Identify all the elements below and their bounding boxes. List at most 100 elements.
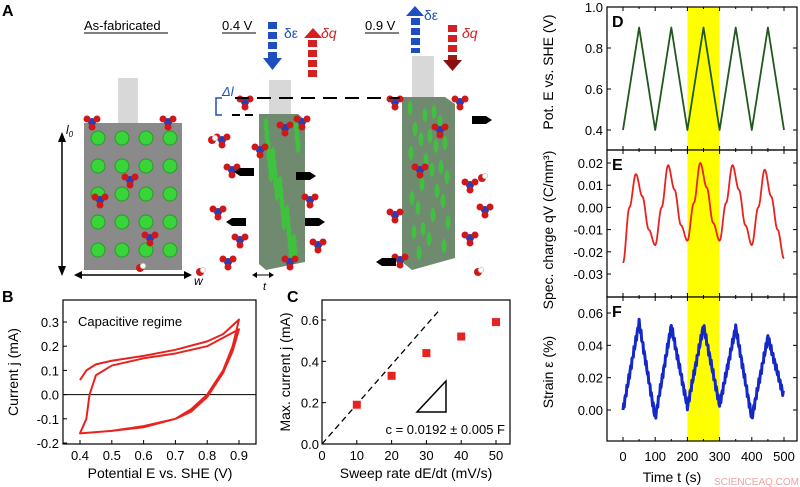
pore-streak <box>419 177 425 191</box>
pore-circle <box>138 214 154 230</box>
x-tick-label: 300 <box>709 449 731 464</box>
oxygen-atom <box>218 141 226 149</box>
nitrate-ion-molecule <box>451 95 469 111</box>
y-tick-label: -0.1 <box>37 412 59 427</box>
x-tick-label: 20 <box>384 448 398 463</box>
oxygen-atom <box>169 115 177 123</box>
oxygen-atom <box>486 203 494 211</box>
oxygen-atom <box>251 143 259 151</box>
oxygen-atom <box>96 201 104 209</box>
pore-circle <box>90 242 106 258</box>
oxygen-atom <box>311 193 319 201</box>
oxygen-atom <box>436 131 444 139</box>
pore-circle <box>114 158 130 174</box>
pore-streak <box>292 244 298 258</box>
oxygen-atom <box>391 216 399 224</box>
pore-circle <box>162 158 178 174</box>
ion-flux-arrow-icon <box>234 168 254 176</box>
panel-c-max-current-chart: C 0 10 20 30 40 50 0.0 0.2 0.4 0.6 c = 0.0192 ± 0.0… <box>277 289 511 481</box>
oxygen-atom <box>233 163 241 171</box>
oxygen-atom <box>214 213 222 221</box>
oxygen-atom <box>88 123 96 131</box>
y-tick-label: 0.0 <box>301 437 319 452</box>
nitrate-ion-molecule <box>209 205 227 221</box>
y-tick-label: 0.4 <box>301 354 319 369</box>
pore-streak <box>426 232 432 246</box>
oxygen-atom <box>291 255 299 263</box>
pore-streak <box>434 184 440 198</box>
hydrogen-atom <box>478 267 484 273</box>
delta-charge-label: δq <box>321 25 337 41</box>
oxygen-atom <box>386 208 394 216</box>
annotation-capacitive-regime: Capacitive regime <box>78 314 182 329</box>
x-tick-label: 400 <box>741 449 763 464</box>
hydrogen-atom <box>482 173 488 179</box>
oxygen-atom <box>481 211 489 219</box>
oxygen-atom <box>93 115 101 123</box>
state-label-0-9v: 0.9 V <box>365 18 396 33</box>
x-tick-label: 10 <box>350 448 364 463</box>
oxygen-atom <box>466 239 474 247</box>
oxygen-atom <box>229 255 237 263</box>
oxygen-atom <box>281 255 289 263</box>
x-tick-label: 50 <box>489 448 503 463</box>
pore-streak <box>409 191 415 205</box>
watermark: SCIENCEAQ.COM <box>714 477 799 487</box>
oxygen-atom <box>401 253 409 261</box>
oxygen-atom <box>286 263 294 271</box>
oxygen-atom <box>126 181 134 189</box>
pore-streak <box>445 215 451 229</box>
pore-circle <box>138 242 154 258</box>
y-tick-label: 0.02 <box>578 156 603 171</box>
ion-flux-arrow-icon <box>376 258 396 266</box>
oxygen-atom <box>91 193 99 201</box>
plot-frame <box>606 296 798 442</box>
pore-circle <box>162 242 178 258</box>
ion-flux-arrow-icon <box>296 172 316 180</box>
oxygen-atom <box>146 239 154 247</box>
oxygen-atom <box>121 173 129 181</box>
panel-label-e: E <box>612 157 623 174</box>
molecule-group <box>83 95 494 276</box>
nitrate-ion-molecule <box>301 193 319 209</box>
oxygen-atom <box>319 238 327 246</box>
pore-streak <box>420 222 426 236</box>
series-line <box>622 162 785 264</box>
cv-curve <box>79 318 240 435</box>
y-tick-label: 0.8 <box>585 41 603 56</box>
nitrate-ion-molecule <box>83 115 101 131</box>
oxygen-atom <box>164 123 172 131</box>
oxygen-atom <box>241 233 249 241</box>
pore-streak <box>407 101 413 115</box>
x-tick-label: 500 <box>773 449 795 464</box>
nitrate-ion-molecule <box>251 143 269 159</box>
oxygen-atom <box>301 193 309 201</box>
pore-circle <box>114 214 130 230</box>
x-tick-label: 0 <box>619 449 626 464</box>
x-axis-label: Sweep rate dE/dt (mV/s) <box>340 465 493 481</box>
state-label-0-4v: 0.4 V <box>222 18 253 33</box>
nitrate-ion-molecule <box>431 123 449 139</box>
oxygen-atom <box>231 233 239 241</box>
y-tick-label: 0.2 <box>301 396 319 411</box>
y-tick-label: 1.0 <box>585 0 603 15</box>
nitrate-ion-molecule <box>476 203 494 219</box>
pore-circle <box>114 186 130 202</box>
panel-label-c: C <box>287 289 299 306</box>
pore-streak <box>423 153 429 167</box>
data-point <box>492 318 500 327</box>
t-double-arrow-icon <box>252 272 274 278</box>
pore-streak <box>415 201 421 215</box>
oxygen-atom <box>276 121 284 129</box>
oxygen-atom <box>314 246 322 254</box>
data-point <box>422 349 431 358</box>
pore-circle <box>90 130 106 146</box>
x-tick-label: 0 <box>318 448 325 463</box>
y-tick-label: 0.6 <box>301 313 319 328</box>
oxygen-atom <box>141 231 149 239</box>
ion-flux-arrow-icon <box>226 218 246 226</box>
x-tick-label: 30 <box>419 448 433 463</box>
panel-label-f: F <box>612 304 622 321</box>
panel-label-b: B <box>2 289 14 306</box>
